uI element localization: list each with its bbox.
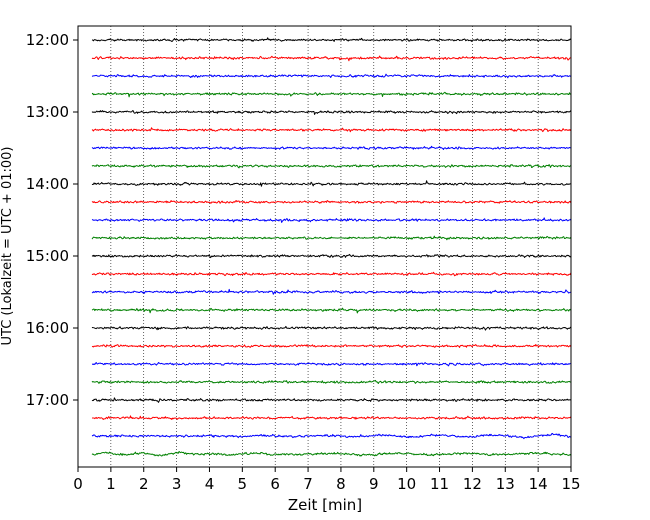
trace-1645 bbox=[91, 379, 571, 385]
trace-1315 bbox=[91, 127, 572, 133]
x-tick-label: 11 bbox=[430, 475, 449, 493]
y-axis-ticks: 12:00 13:00 14:00 15:00 16:00 17:00 bbox=[26, 31, 78, 409]
x-tick-label: 0 bbox=[73, 475, 83, 493]
x-tick-label: 2 bbox=[139, 475, 149, 493]
trace-1215 bbox=[91, 55, 571, 62]
x-axis-label: Zeit [min] bbox=[288, 496, 362, 514]
trace-1600 bbox=[91, 325, 572, 331]
x-tick-label: 13 bbox=[496, 475, 515, 493]
trace-1200 bbox=[91, 37, 572, 42]
x-tick-label: 6 bbox=[270, 475, 280, 493]
trace-1230 bbox=[91, 73, 572, 79]
y-tick-label: 13:00 bbox=[26, 103, 69, 121]
trace-1715 bbox=[91, 415, 572, 421]
trace-1615 bbox=[91, 343, 572, 348]
x-tick-label: 15 bbox=[561, 475, 580, 493]
x-tick-label: 12 bbox=[463, 475, 482, 493]
y-tick-label: 14:00 bbox=[26, 175, 69, 193]
trace-1515 bbox=[91, 271, 572, 277]
x-tick-label: 10 bbox=[397, 475, 416, 493]
trace-1445 bbox=[91, 235, 572, 241]
trace-1430 bbox=[91, 217, 572, 223]
x-tick-label: 1 bbox=[106, 475, 116, 493]
seismic-traces bbox=[91, 37, 572, 457]
y-tick-label: 12:00 bbox=[26, 31, 69, 49]
y-tick-label: 17:00 bbox=[26, 391, 69, 409]
trace-1415 bbox=[91, 200, 572, 204]
trace-1245 bbox=[91, 91, 571, 98]
trace-1630 bbox=[91, 361, 571, 367]
trace-1345 bbox=[91, 164, 572, 169]
trace-1330 bbox=[91, 145, 571, 150]
x-axis-ticks: 0 1 2 3 4 5 6 7 8 9 10 11 12 13 14 15 bbox=[73, 467, 581, 493]
y-tick-label: 15:00 bbox=[26, 247, 69, 265]
y-tick-label: 16:00 bbox=[26, 319, 69, 337]
x-tick-label: 4 bbox=[205, 475, 215, 493]
trace-1730 bbox=[91, 433, 572, 440]
x-tick-label: 7 bbox=[303, 475, 313, 493]
plot-frame bbox=[77, 25, 572, 468]
x-tick-label: 8 bbox=[336, 475, 346, 493]
trace-1400 bbox=[91, 180, 571, 187]
x-tick-label: 5 bbox=[238, 475, 248, 493]
x-tick-label: 3 bbox=[172, 475, 182, 493]
trace-1300 bbox=[91, 110, 572, 115]
trace-1700 bbox=[91, 397, 571, 403]
trace-1545 bbox=[91, 307, 572, 314]
trace-1500 bbox=[91, 253, 572, 259]
trace-1530 bbox=[91, 288, 572, 295]
trace-1745 bbox=[91, 451, 572, 457]
y-axis-label: UTC (Lokalzeit = UTC + 01:00) bbox=[0, 147, 15, 346]
x-tick-label: 14 bbox=[529, 475, 548, 493]
x-tick-label: 9 bbox=[369, 475, 379, 493]
